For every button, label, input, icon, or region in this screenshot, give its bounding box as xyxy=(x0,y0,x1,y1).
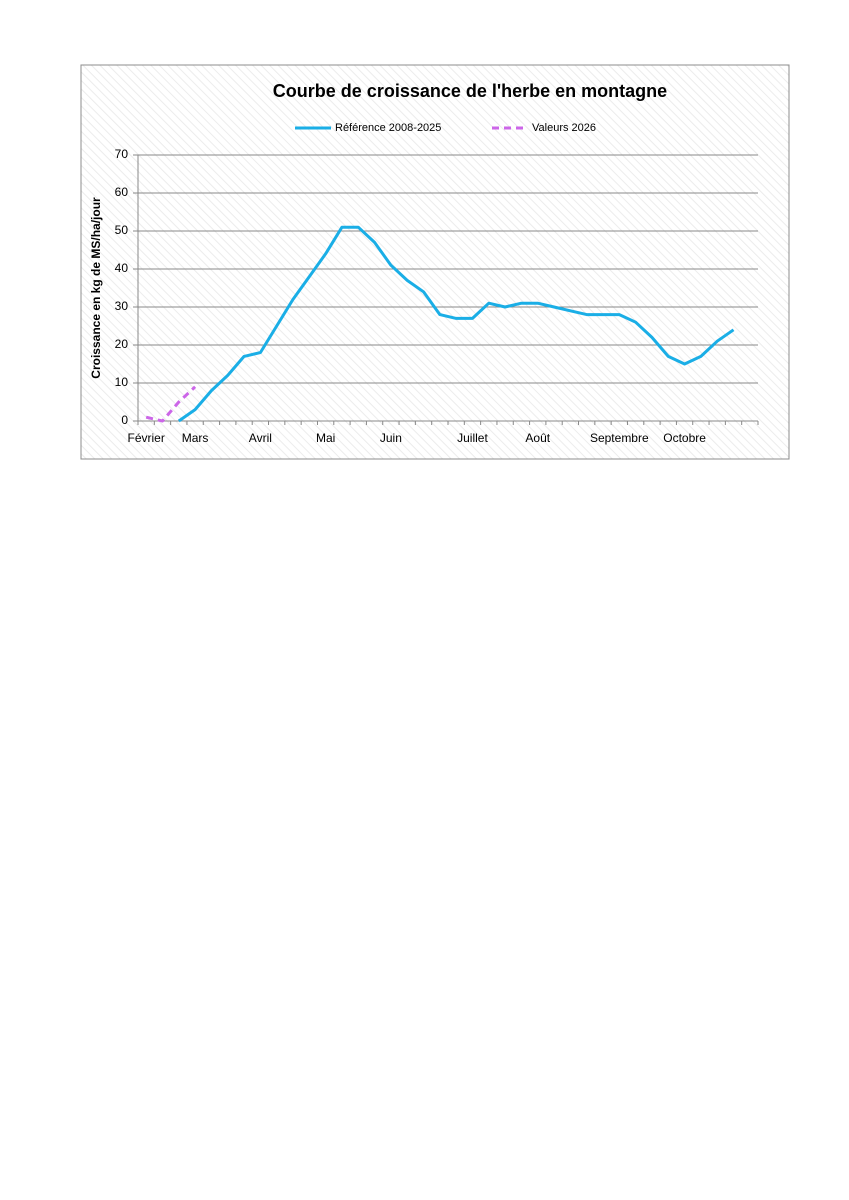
y-axis-label: Croissance en kg de MS/ha/jour xyxy=(89,197,103,379)
x-tick-label: Mars xyxy=(182,431,209,445)
legend-label: Référence 2008-2025 xyxy=(335,122,441,134)
y-tick-label: 10 xyxy=(115,375,129,389)
x-tick-label: Juin xyxy=(380,431,402,445)
y-tick-label: 40 xyxy=(115,261,129,275)
chart-title: Courbe de croissance de l'herbe en monta… xyxy=(273,81,667,101)
y-tick-label: 50 xyxy=(115,223,129,237)
y-tick-label: 0 xyxy=(121,413,128,427)
x-tick-label: Septembre xyxy=(590,431,649,445)
y-tick-label: 70 xyxy=(115,147,129,161)
line-series xyxy=(177,225,735,423)
y-tick-label: 30 xyxy=(115,299,129,313)
x-tick-label: Juillet xyxy=(457,431,488,445)
x-tick-label: Mai xyxy=(316,431,335,445)
x-tick-label: Août xyxy=(525,431,550,445)
x-tick-label: Avril xyxy=(249,431,272,445)
x-tick-label: Octobre xyxy=(663,431,706,445)
chart-frame xyxy=(80,64,790,460)
y-tick-label: 20 xyxy=(115,337,129,351)
line-series xyxy=(145,385,197,423)
y-tick-label: 60 xyxy=(115,185,129,199)
x-tick-label: Février xyxy=(127,431,164,445)
legend-label: Valeurs 2026 xyxy=(532,122,596,134)
